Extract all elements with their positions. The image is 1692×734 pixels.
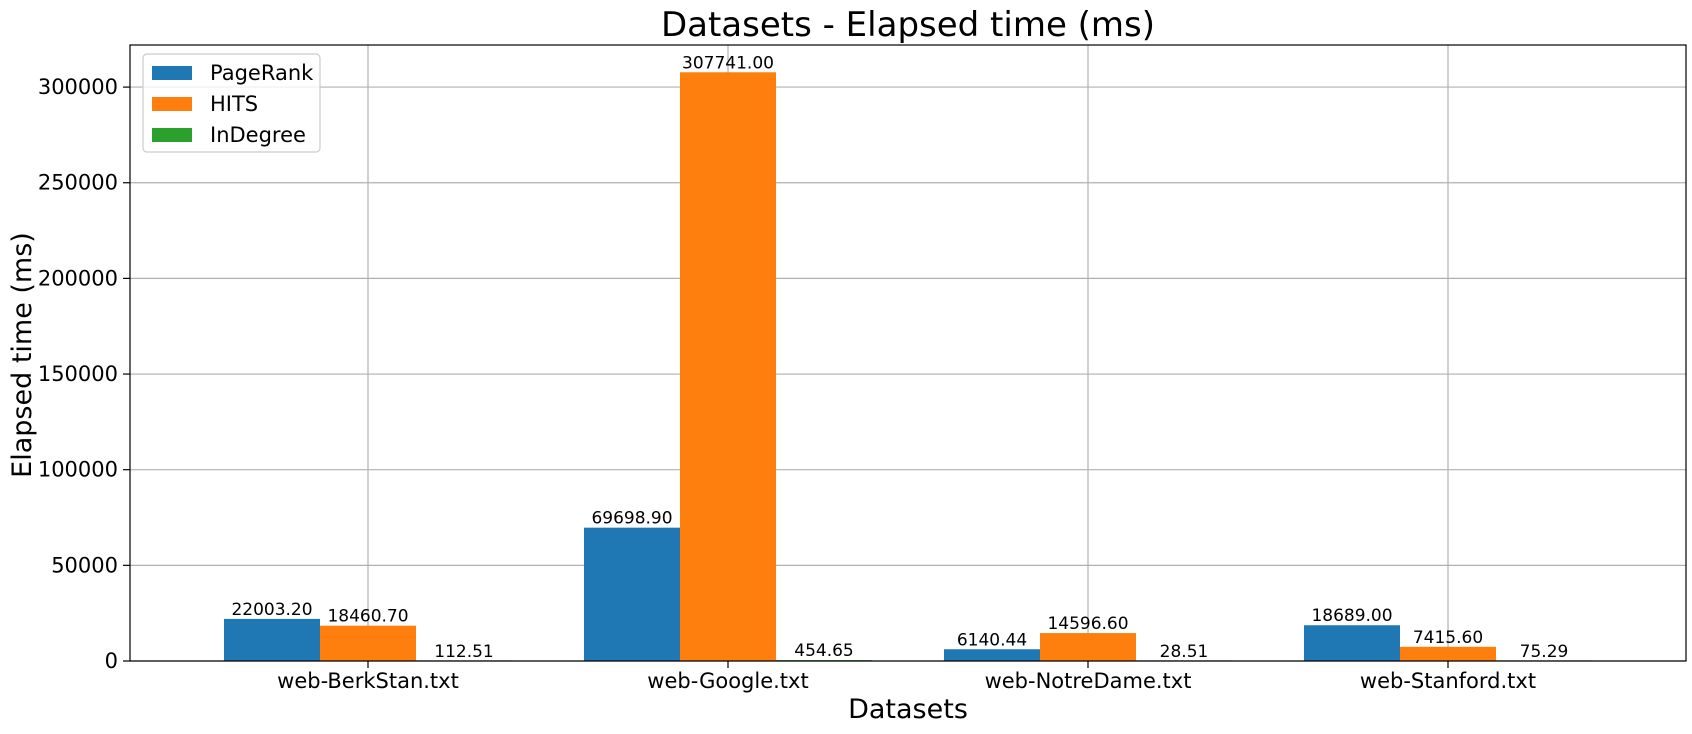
bar-value-label: 14596.60 xyxy=(1047,614,1128,634)
bar-hits xyxy=(1400,646,1496,661)
bar-value-label: 7415.60 xyxy=(1413,628,1483,648)
bar-value-label: 28.51 xyxy=(1160,642,1209,662)
y-axis-label: Elapsed time (ms) xyxy=(7,232,38,478)
y-tick-label: 150000 xyxy=(38,362,118,386)
bar-value-label: 18460.70 xyxy=(327,607,408,627)
x-axis-label: Datasets xyxy=(848,694,968,725)
bars xyxy=(224,72,1592,662)
axis-ticks: 0 50000 100000 150000 200000 250000 300000 web-… xyxy=(38,75,1536,693)
x-tick-label: web-Google.txt xyxy=(647,669,808,693)
y-tick-label: 200000 xyxy=(38,266,118,290)
legend-label-indegree: InDegree xyxy=(210,123,306,147)
bar-pagerank xyxy=(224,618,320,661)
bar-hits xyxy=(1040,633,1136,661)
bar-value-label: 75.29 xyxy=(1520,642,1569,662)
grid-lines xyxy=(130,45,1686,662)
x-tick-label: web-Stanford.txt xyxy=(1360,669,1536,693)
bar-value-label: 6140.44 xyxy=(957,630,1027,650)
legend-swatch-pagerank xyxy=(152,66,192,80)
chart-title: Datasets - Elapsed time (ms) xyxy=(661,5,1155,45)
y-tick-label: 100000 xyxy=(38,458,118,482)
bar-value-label: 18689.00 xyxy=(1311,606,1392,626)
y-tick-label: 250000 xyxy=(38,171,118,195)
legend-swatch-hits xyxy=(152,97,192,111)
y-tick-label: 50000 xyxy=(51,553,118,577)
y-tick-label: 300000 xyxy=(38,75,118,99)
legend-swatch-indegree xyxy=(152,128,192,142)
legend: PageRank HITS InDegree xyxy=(142,53,321,153)
bar-value-label: 307741.00 xyxy=(682,53,774,73)
bar-pagerank xyxy=(1304,625,1400,661)
y-tick-label: 0 xyxy=(105,649,118,673)
x-tick-label: web-BerkStan.txt xyxy=(277,669,459,693)
bar-value-labels: 22003.20 69698.90 6140.44 18689.00 18460.70 3… xyxy=(231,53,1568,662)
bar-hits xyxy=(320,625,416,661)
bar-value-label: 454.65 xyxy=(794,641,853,661)
bar-pagerank xyxy=(584,527,680,661)
bar-value-label: 22003.20 xyxy=(231,600,312,620)
plot-area-frame xyxy=(129,44,1687,662)
bar-value-label: 112.51 xyxy=(434,642,493,662)
bar-hits xyxy=(680,72,776,662)
legend-label-hits: HITS xyxy=(210,92,258,116)
x-tick-label: web-NotreDame.txt xyxy=(985,669,1192,693)
bar-pagerank xyxy=(944,649,1040,661)
bar-value-label: 69698.90 xyxy=(591,509,672,529)
legend-label-pagerank: PageRank xyxy=(210,61,314,85)
